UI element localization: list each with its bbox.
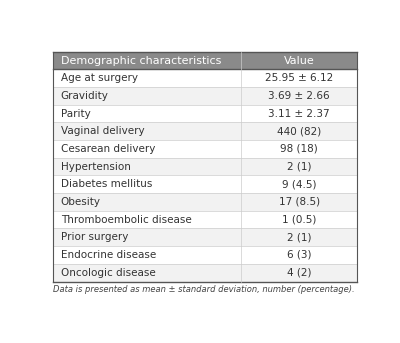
Bar [242, 105, 357, 122]
Text: Hypertension: Hypertension [61, 162, 131, 172]
Bar [53, 211, 242, 228]
Bar [242, 228, 357, 246]
Bar [242, 140, 357, 158]
Bar [242, 211, 357, 228]
Bar [53, 158, 242, 176]
Text: Gravidity: Gravidity [61, 91, 109, 101]
Text: 4 (2): 4 (2) [287, 268, 312, 278]
Bar [53, 246, 242, 264]
Bar [242, 122, 357, 140]
Bar [53, 228, 242, 246]
Bar [53, 193, 242, 211]
Text: 3.69 ± 2.66: 3.69 ± 2.66 [268, 91, 330, 101]
Bar [53, 69, 242, 87]
Text: Prior surgery: Prior surgery [61, 232, 128, 242]
Text: Thromboembolic disease: Thromboembolic disease [61, 215, 192, 225]
Text: Obesity: Obesity [61, 197, 101, 207]
Text: Endocrine disease: Endocrine disease [61, 250, 156, 260]
Bar [242, 264, 357, 282]
Text: 2 (1): 2 (1) [287, 232, 312, 242]
Text: Demographic characteristics: Demographic characteristics [61, 56, 221, 66]
Bar [242, 193, 357, 211]
Bar [53, 176, 242, 193]
Text: Diabetes mellitus: Diabetes mellitus [61, 179, 152, 189]
Text: 25.95 ± 6.12: 25.95 ± 6.12 [265, 73, 333, 83]
Text: 1 (0.5): 1 (0.5) [282, 215, 316, 225]
Text: 9 (4.5): 9 (4.5) [282, 179, 316, 189]
Bar [53, 122, 242, 140]
Text: Data is presented as mean ± standard deviation, number (percentage).: Data is presented as mean ± standard dev… [53, 285, 355, 294]
Text: 98 (18): 98 (18) [280, 144, 318, 154]
Text: 3.11 ± 2.37: 3.11 ± 2.37 [268, 109, 330, 119]
Text: Parity: Parity [61, 109, 90, 119]
Bar [242, 52, 357, 69]
Text: 17 (8.5): 17 (8.5) [279, 197, 320, 207]
Bar [242, 158, 357, 176]
Text: 440 (82): 440 (82) [277, 126, 321, 136]
Text: Vaginal delivery: Vaginal delivery [61, 126, 144, 136]
Text: 2 (1): 2 (1) [287, 162, 312, 172]
Text: Oncologic disease: Oncologic disease [61, 268, 156, 278]
Bar [242, 87, 357, 105]
Text: Value: Value [284, 56, 314, 66]
Bar [242, 176, 357, 193]
Bar [53, 87, 242, 105]
Bar [53, 52, 242, 69]
Bar [53, 264, 242, 282]
Bar [53, 140, 242, 158]
Bar [242, 69, 357, 87]
Text: Cesarean delivery: Cesarean delivery [61, 144, 155, 154]
Bar [242, 246, 357, 264]
Bar [53, 105, 242, 122]
Text: 6 (3): 6 (3) [287, 250, 312, 260]
Text: Age at surgery: Age at surgery [61, 73, 138, 83]
